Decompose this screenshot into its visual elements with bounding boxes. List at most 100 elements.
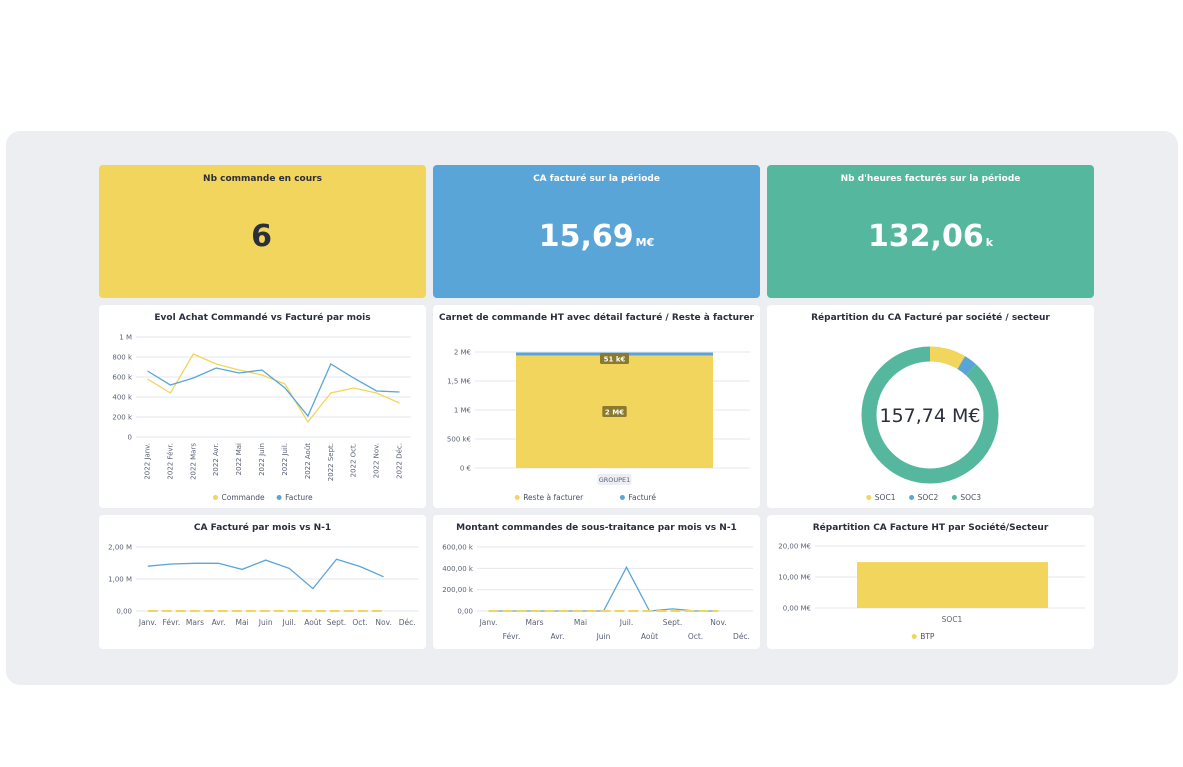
donut-chart-repartition-ca: 157,74 M€ SOC1 SOC2 SOC3 [861,346,999,502]
kpi-tile-commandes[interactable]: Nb commande en cours 6 [99,165,426,298]
line-chart-sous-traitance: 0,00 200,00 k 400,00 k 600,00 k Janv. Févr. Ma… [442,544,753,641]
x-tick-label: 2022 Mars [189,443,197,480]
chart-card-repartition-ca[interactable]: Répartition du CA Facturé par société / … [767,305,1094,508]
x-tick-label: Mars [525,618,543,627]
y-tick-label: 0,00 M€ [783,605,811,613]
chart-title: CA Facturé par mois vs N-1 [193,523,332,533]
y-tick-label: 800 k [112,354,133,362]
kpi-title: Nb d'heures facturés sur la période [840,174,1021,184]
chart-title: Evol Achat Commandé vs Facturé par mois [154,313,371,323]
x-tick-label: Mars [186,618,204,627]
kpi-tile-ca-facture[interactable]: CA facturé sur la période 15,69 M€ [433,165,760,298]
donut-center-value: 157,74 M€ [879,405,980,427]
y-tick-label: 20,00 M€ [778,543,811,551]
chart-card-ca-mois[interactable]: CA Facturé par mois vs N-1 0,00 1,00 M 2,0… [99,515,426,649]
x-tick-label: Sept. [663,618,682,627]
x-tick-label: Avr. [551,632,565,641]
y-tick-label: 1,5 M€ [447,378,471,386]
y-tick-label: 600 k [112,374,133,382]
x-tick-label: 2022 Janv. [143,443,151,480]
y-tick-label: 400,00 k [442,565,474,573]
series-line-commande [147,353,400,424]
legend-marker [276,495,282,500]
donut-slice-soc3 [861,346,999,484]
legend-label: Facturé [628,493,656,502]
x-tick-label: Janv. [138,618,157,627]
legend-marker [909,495,915,500]
y-tick-label: 2 M€ [454,349,471,357]
x-tick-label: 2022 Févr. [166,443,174,480]
y-tick-label: 0 [128,434,132,442]
y-tick-label: 0,00 [116,608,132,616]
y-tick-label: 0,00 [457,608,473,616]
x-tick-label: Févr. [503,632,521,641]
x-tick-label: Déc. [733,632,750,641]
x-tick-label: Nov. [710,618,726,627]
legend-marker [951,495,957,500]
x-tick-label: Déc. [399,618,416,627]
x-tick-label: Juin [596,632,611,641]
data-label-bg [602,406,627,417]
legend-label: Facture [285,493,313,502]
chart-card-repartition-ht[interactable]: Répartition CA Facture HT par Société/Se… [767,515,1094,649]
series-line-0 [147,558,384,590]
chart-title: Carnet de commande HT avec détail factur… [439,313,754,323]
x-tick-label: 2022 Déc. [396,443,404,479]
x-tick-label: Juin [258,618,273,627]
legend-label: SOC3 [960,493,981,502]
bar-chart-carnet-commande: 0 € 500 k€ 1 M€ 1,5 M€ 2 M€ 51 k€ 2 M€ GROUPE1 R… [447,349,750,502]
series-line-0 [488,565,719,612]
legend-marker [213,495,218,500]
legend-marker [866,495,872,500]
data-label: 51 k€ [604,356,626,364]
x-tick-label: 2022 Nov. [373,443,381,478]
y-tick-label: 1 M€ [454,407,471,415]
x-tick-label: 2022 Août [304,443,312,479]
chart-card-sous-traitance[interactable]: Montant commandes de sous-traitance par … [433,515,760,649]
chart-card-carnet-commande[interactable]: Carnet de commande HT avec détail factur… [433,305,760,508]
y-tick-label: 600,00 k [442,544,474,552]
kpi-value: 6 [251,219,272,254]
x-tick-label: Sept. [327,618,346,627]
legend-label: SOC1 [875,493,896,502]
legend-label: Reste à facturer [523,493,584,502]
bar-chart-repartition-ht: 0,00 M€ 10,00 M€ 20,00 M€ SOC1 BTP [778,543,1085,641]
chart-title: Répartition du CA Facturé par société / … [811,313,1050,323]
x-tick-label: 2022 Sept. [327,443,335,481]
legend-label: Commande [222,493,266,502]
x-tick-label: Mai [574,618,587,627]
kpi-value: 132,06 k [867,219,994,254]
kpi-title: CA facturé sur la période [533,174,660,184]
line-chart-ca-mois: 0,00 1,00 M 2,00 M Janv. Févr. Mars Avr. Mai Jui… [108,544,419,627]
x-tick-label: 2022 Juin [258,443,266,476]
y-tick-label: 500 k€ [447,436,471,444]
category-pill [597,474,632,485]
x-tick-label: Mai [236,618,249,627]
chart-title: Répartition CA Facture HT par Société/Se… [812,523,1049,533]
data-label: 2 M€ [605,409,624,417]
y-tick-label: 1,00 M [108,576,132,584]
x-tick-label: 2022 Oct. [350,443,358,477]
legend-marker [911,634,917,639]
x-tick-label: 2022 Mai [235,443,243,475]
y-tick-label: 10,00 M€ [778,574,811,582]
x-tick-label: Juil. [619,618,634,627]
chart-card-evol-achat[interactable]: Evol Achat Commandé vs Facturé par mois … [99,305,426,508]
legend-marker [514,495,520,500]
bar-btp [857,562,1048,608]
kpi-value: 15,69 M€ [538,219,655,254]
y-tick-label: 2,00 M [108,544,132,552]
kpi-tile-heures-facturees[interactable]: Nb d'heures facturés sur la période 132,… [767,165,1094,298]
x-tick-label: 2022 Juil. [281,443,289,476]
x-tick-label: Août [641,632,658,641]
x-tick-label: Janv. [479,618,498,627]
x-tick-label: Févr. [163,618,181,627]
line-chart-evol-achat: 0 200 k 400 k 600 k 800 k 1 M 2022 Janv. 2022 F… [112,334,411,502]
x-tick-label: 2022 Avr. [212,443,220,476]
x-tick-label: Août [304,618,321,627]
y-tick-label: 400 k [112,394,133,402]
y-tick-label: 200,00 k [442,586,474,594]
x-tick-label: Oct. [688,632,703,641]
series-line-facture [147,363,400,418]
y-tick-label: 200 k [112,414,133,422]
